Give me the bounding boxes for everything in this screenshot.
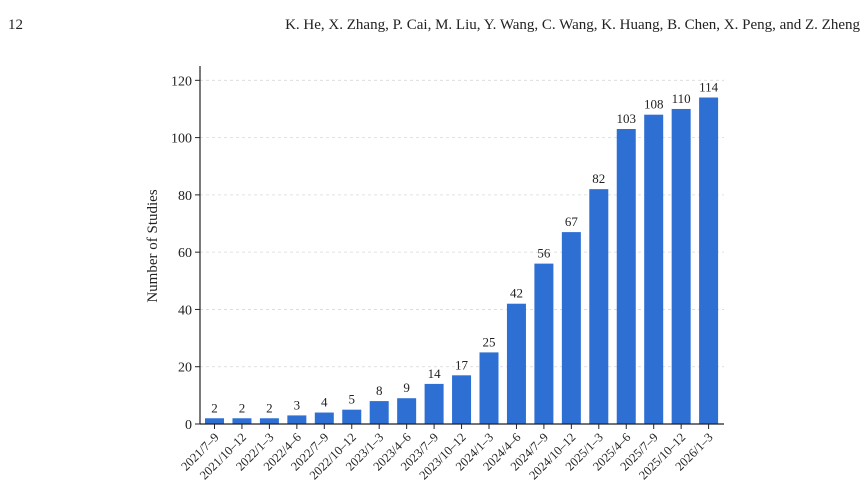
y-ticks: 0 20 40 60 80 100 120: [171, 74, 200, 433]
bar: [314, 412, 334, 424]
y-axis-label: Number of Studies: [145, 189, 161, 302]
x-ticks: 2021/7–92021/10–122022/1–32022/4–62022/7…: [178, 424, 716, 482]
bar: [671, 108, 691, 425]
bar: [534, 263, 554, 424]
y-tick-label: 0: [185, 418, 192, 433]
bar: [699, 97, 719, 424]
bar: [506, 303, 526, 424]
bar-value-label: 17: [455, 357, 469, 372]
bar-value-label: 2: [266, 400, 273, 415]
bar-value-label: 56: [537, 246, 551, 261]
bar-value-label: 9: [403, 380, 410, 395]
bar: [589, 189, 609, 424]
bar: [452, 375, 472, 424]
bar: [479, 352, 499, 424]
bar: [397, 398, 417, 424]
page-header: 12 K. He, X. Zhang, P. Cai, M. Liu, Y. W…: [0, 0, 868, 40]
bar-value-label: 3: [294, 397, 301, 412]
bar-value-label: 4: [321, 395, 328, 410]
bar: [205, 418, 224, 424]
bar: [424, 383, 444, 424]
bar: [342, 409, 362, 424]
y-tick-label: 100: [171, 132, 192, 147]
y-tick-label: 40: [178, 303, 192, 318]
bar-value-label: 67: [565, 214, 579, 229]
running-head: K. He, X. Zhang, P. Cai, M. Liu, Y. Wang…: [285, 17, 860, 33]
y-tick-label: 20: [178, 361, 192, 376]
bar: [232, 418, 252, 424]
bar-value-label: 42: [510, 286, 523, 301]
bar-value-label: 25: [483, 334, 496, 349]
bar-value-label: 103: [617, 111, 637, 126]
page-number: 12: [8, 17, 23, 33]
bar-value-label: 14: [428, 366, 442, 381]
bar: [369, 401, 389, 424]
bar-value-label: 110: [672, 91, 691, 106]
bar-value-label: 2: [211, 400, 218, 415]
bar-value-label: 108: [644, 97, 664, 112]
bar: [616, 129, 636, 424]
y-tick-label: 60: [178, 246, 192, 261]
bar-value-label: 82: [592, 171, 605, 186]
bar: [644, 114, 664, 425]
bar: [287, 415, 307, 424]
bar: [259, 418, 279, 424]
bars: [205, 97, 719, 425]
bar-value-label: 114: [699, 80, 719, 95]
bar: [561, 232, 581, 424]
data-labels: 2 2 2 3 4 5 8 9 14 17 25 42 56 67 82 103 108 110 114: [211, 80, 718, 416]
y-tick-label: 80: [178, 189, 192, 204]
y-tick-label: 120: [171, 74, 192, 89]
bar-value-label: 5: [349, 392, 356, 407]
bar-value-label: 8: [376, 383, 383, 398]
bar-value-label: 2: [239, 400, 246, 415]
